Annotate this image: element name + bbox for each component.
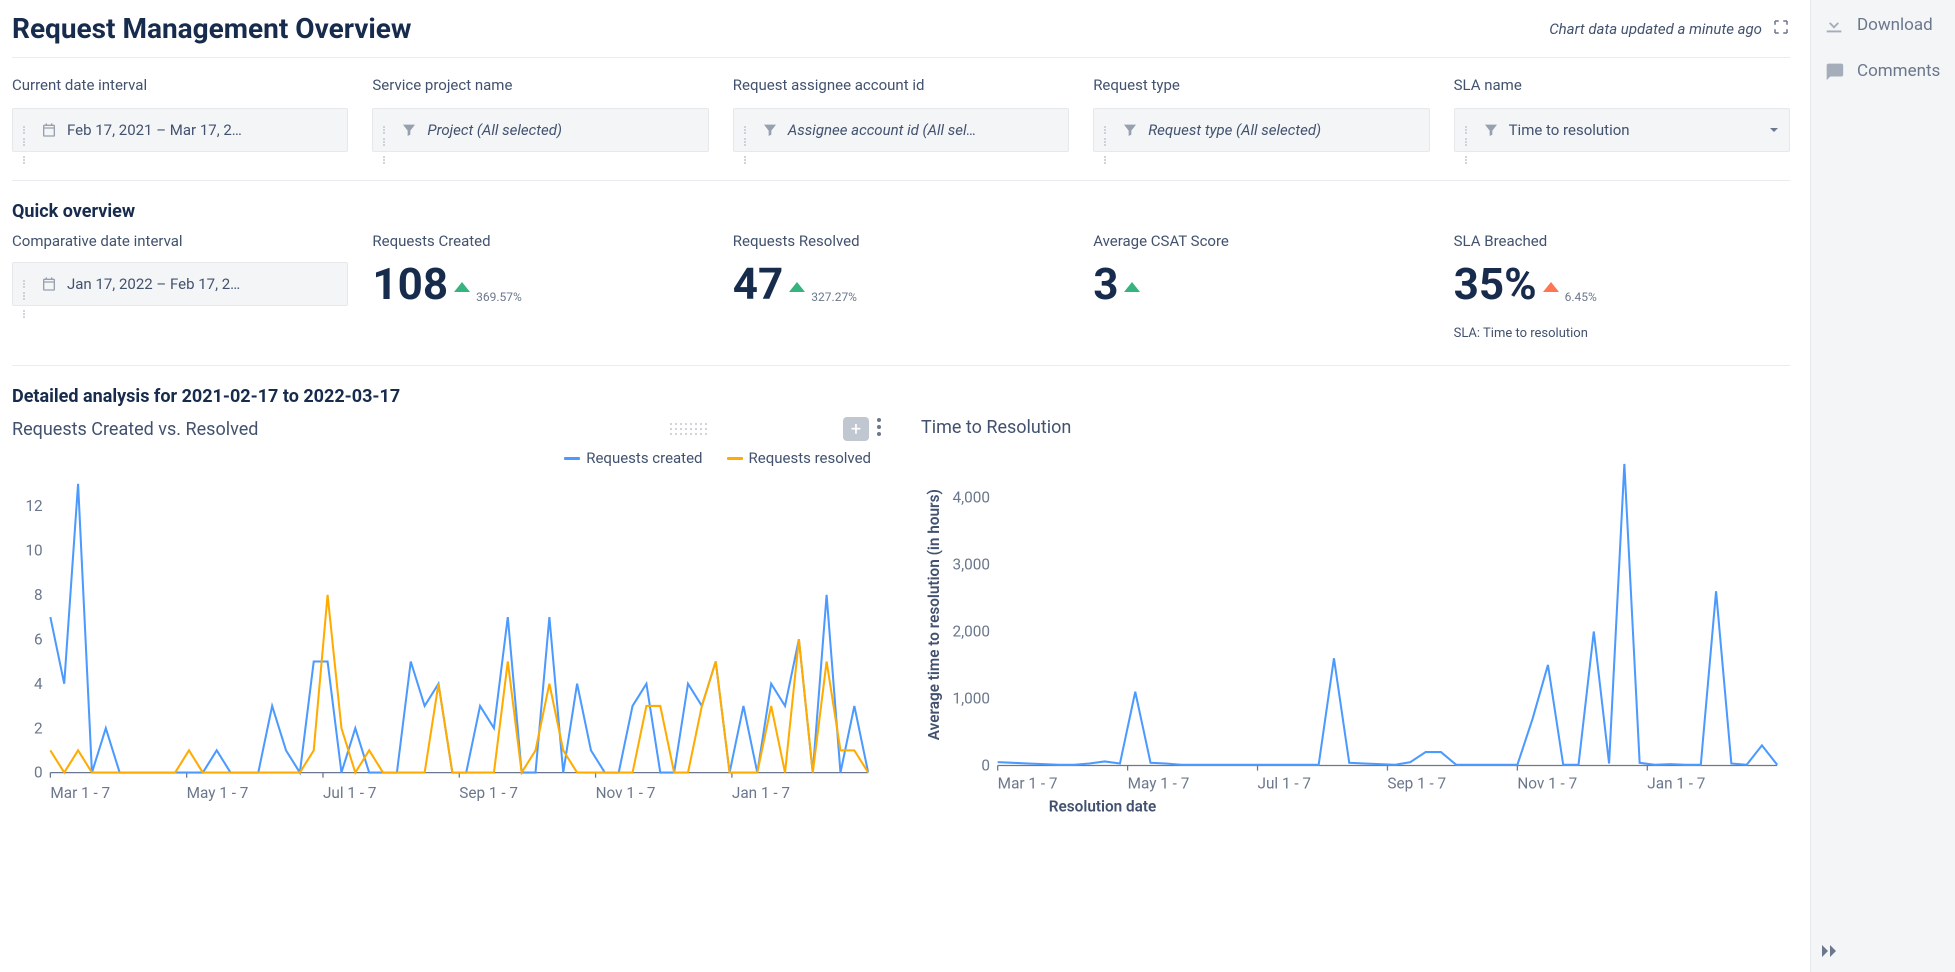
kpi-label: Average CSAT Score [1093,232,1429,250]
kpi-value: 35% [1454,262,1537,306]
svg-text:8: 8 [34,586,43,604]
chevron-down-icon [1769,121,1779,139]
page-title: Request Management Overview [12,12,411,45]
quick-overview-title: Quick overview [12,201,1790,222]
right-sidebar: Download Comments [1810,0,1955,972]
kpi-delta: 6.45% [1565,290,1597,304]
svg-text:Resolution date: Resolution date [1049,797,1157,815]
filters-row: Current date interval Feb 17, 2021 – Mar… [12,58,1790,181]
chevron-double-right-icon [1821,944,1841,958]
svg-text:4,000: 4,000 [953,489,990,507]
filter-label-reqtype: Request type [1093,76,1429,94]
legend-created: Requests created [564,449,702,467]
chart-created-vs-resolved: Requests Created vs. Resolved + [12,417,881,817]
svg-text:12: 12 [25,497,43,515]
funnel-icon [1122,122,1138,138]
fullscreen-icon[interactable] [1772,18,1790,40]
svg-text:May 1 - 7: May 1 - 7 [187,784,249,802]
comparative-label: Comparative date interval [12,232,348,250]
filter-comparative-interval[interactable]: Jan 17, 2022 – Feb 17, 2… [12,262,348,306]
filter-assignee[interactable]: Assignee account id (All sel… [733,108,1069,152]
svg-text:Nov 1 - 7: Nov 1 - 7 [596,784,656,802]
kpi-sla-breached: SLA Breached 35% 6.45% SLA: Time to reso… [1454,232,1790,341]
download-icon [1823,14,1845,36]
kpi-csat: Average CSAT Score 3 [1093,232,1429,306]
trend-up-icon [1124,282,1140,292]
svg-text:Sep 1 - 7: Sep 1 - 7 [1387,774,1446,792]
kpi-requests-resolved: Requests Resolved 47 327.27% [733,232,1069,306]
filter-request-type[interactable]: Request type (All selected) [1093,108,1429,152]
kpi-delta: 369.57% [476,290,522,304]
svg-text:10: 10 [25,542,42,560]
filter-label-assignee: Request assignee account id [733,76,1069,94]
filter-sla-name[interactable]: Time to resolution [1454,108,1790,152]
calendar-icon [41,276,57,292]
filter-assignee-value: Assignee account id (All sel… [788,121,977,139]
kpi-value: 108 [372,262,448,306]
kpi-label: Requests Resolved [733,232,1069,250]
kpi-requests-created: Requests Created 108 369.57% [372,232,708,306]
svg-text:May 1 - 7: May 1 - 7 [1128,774,1190,792]
svg-text:Mar 1 - 7: Mar 1 - 7 [998,774,1058,792]
more-menu-icon[interactable] [877,418,881,440]
kpi-label: SLA Breached [1454,232,1790,250]
funnel-icon [762,122,778,138]
svg-text:1,000: 1,000 [953,690,990,708]
svg-text:Nov 1 - 7: Nov 1 - 7 [1517,774,1577,792]
detailed-title: Detailed analysis for 2021-02-17 to 2022… [12,386,1790,407]
comment-icon [1823,60,1845,82]
page-header: Request Management Overview Chart data u… [12,12,1790,58]
svg-text:Jul 1 - 7: Jul 1 - 7 [1258,774,1312,792]
svg-text:Sep 1 - 7: Sep 1 - 7 [459,784,518,802]
svg-text:0: 0 [34,764,43,782]
funnel-icon [401,122,417,138]
legend-resolved: Requests resolved [727,449,871,467]
svg-text:2: 2 [34,719,43,737]
filter-label-date: Current date interval [12,76,348,94]
svg-text:Mar 1 - 7: Mar 1 - 7 [50,784,110,802]
chart-updated-status: Chart data updated a minute ago [1549,20,1762,38]
download-button[interactable]: Download [1823,14,1943,36]
kpi-note: SLA: Time to resolution [1454,326,1790,341]
chart-title: Requests Created vs. Resolved [12,419,258,440]
trend-up-icon [1543,282,1559,292]
filter-date-interval[interactable]: Feb 17, 2021 – Mar 17, 2… [12,108,348,152]
drag-handle-icon[interactable] [670,423,707,435]
trend-up-icon [454,282,470,292]
filter-reqtype-value: Request type (All selected) [1148,121,1321,139]
svg-text:Jul 1 - 7: Jul 1 - 7 [323,784,377,802]
kpi-label: Requests Created [372,232,708,250]
comments-button[interactable]: Comments [1823,60,1943,82]
chart-svg: 0 2 4 6 8 10 12 Mar 1 - 7 May 1 - 7 Jul 1 - 7 Sep … [12,471,881,803]
filter-project-value: Project (All selected) [427,121,562,139]
chart-title: Time to Resolution [921,417,1071,438]
svg-text:2,000: 2,000 [953,623,990,641]
quick-overview-row: Comparative date interval Jan 17, 2022 –… [12,232,1790,366]
svg-text:3,000: 3,000 [953,556,990,574]
kpi-value: 47 [733,262,784,306]
kpi-value: 3 [1093,262,1118,306]
svg-text:0: 0 [981,757,990,775]
collapse-sidebar-button[interactable] [1811,933,1955,972]
calendar-icon [41,122,57,138]
comparative-value: Jan 17, 2022 – Feb 17, 2… [67,275,240,293]
filter-project[interactable]: Project (All selected) [372,108,708,152]
kpi-delta: 327.27% [811,290,857,304]
filter-label-sla: SLA name [1454,76,1790,94]
svg-text:Jan 1 - 7: Jan 1 - 7 [732,784,790,802]
chart-time-to-resolution: Time to Resolution Average time to resol… [921,417,1790,817]
add-comment-button[interactable]: + [843,417,869,441]
svg-text:Average time to resolution (in: Average time to resolution (in hours) [925,489,943,740]
filter-date-value: Feb 17, 2021 – Mar 17, 2… [67,121,242,139]
funnel-icon [1483,122,1499,138]
filter-sla-value: Time to resolution [1509,121,1630,139]
filter-label-project: Service project name [372,76,708,94]
svg-text:4: 4 [34,675,43,693]
chart-svg: Average time to resolution (in hours) 0 1,… [921,446,1790,817]
trend-up-icon [789,282,805,292]
svg-text:Jan 1 - 7: Jan 1 - 7 [1647,774,1705,792]
svg-text:6: 6 [34,630,43,648]
